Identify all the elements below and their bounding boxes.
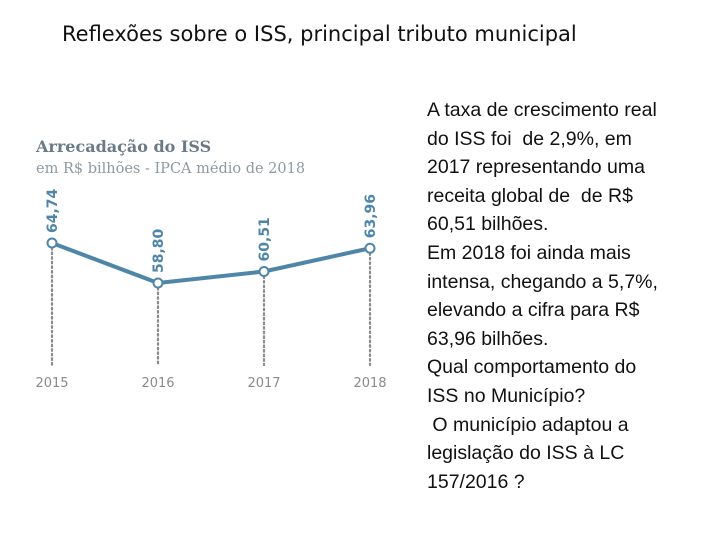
slide-title: Reflexões sobre o ISS, principal tributo… <box>62 22 577 46</box>
data-label-2015: 64,74 <box>45 188 61 233</box>
data-label-2018: 63,96 <box>363 194 379 238</box>
series-line <box>50 241 372 285</box>
body-line: 63,96 bilhões. <box>427 327 549 350</box>
body-line: receita global de de R$ <box>427 184 633 207</box>
body-line: A taxa de crescimento real <box>427 99 657 121</box>
data-point-2017 <box>258 265 270 277</box>
x-tick-label-2017: 2017 <box>247 376 280 391</box>
data-point-2016 <box>152 277 164 289</box>
body-line: 157/2016 ? <box>427 470 525 493</box>
data-point-2015 <box>46 237 58 249</box>
body-line: legislação do ISS à LC <box>427 442 625 465</box>
data-label-2016: 58,80 <box>151 228 167 273</box>
body-line: intensa, chegando a 5,7%, <box>427 270 658 293</box>
body-line: 60,51 bilhões. <box>427 213 549 236</box>
data-label-2017: 60,51 <box>257 217 273 261</box>
data-point-2018 <box>364 242 376 254</box>
body-line: 2017 representando uma <box>427 156 645 179</box>
x-tick-label-2015: 2015 <box>35 376 68 391</box>
chart-title: Arrecadação do ISS <box>36 137 212 156</box>
body-line: O município adaptou a <box>427 413 629 436</box>
body-line: Em 2018 foi ainda mais <box>427 241 631 264</box>
body-line: elevando a cifra para R$ <box>427 299 640 322</box>
x-tick-label-2018: 2018 <box>353 376 386 391</box>
x-tick-label-2016: 2016 <box>141 376 174 391</box>
body-text: A taxa de crescimento real do ISS foi de… <box>427 96 715 496</box>
body-line: Qual comportamento do <box>427 356 637 379</box>
body-line: do ISS foi de 2,9%, em <box>427 127 632 150</box>
iss-line-chart: 64,74 58,80 60,51 63,96 2015 2016 2017 2018 <box>35 188 386 391</box>
chart-subtitle: em R$ bilhões - IPCA médio de 2018 <box>36 161 306 177</box>
body-line: ISS no Município? <box>427 384 586 407</box>
